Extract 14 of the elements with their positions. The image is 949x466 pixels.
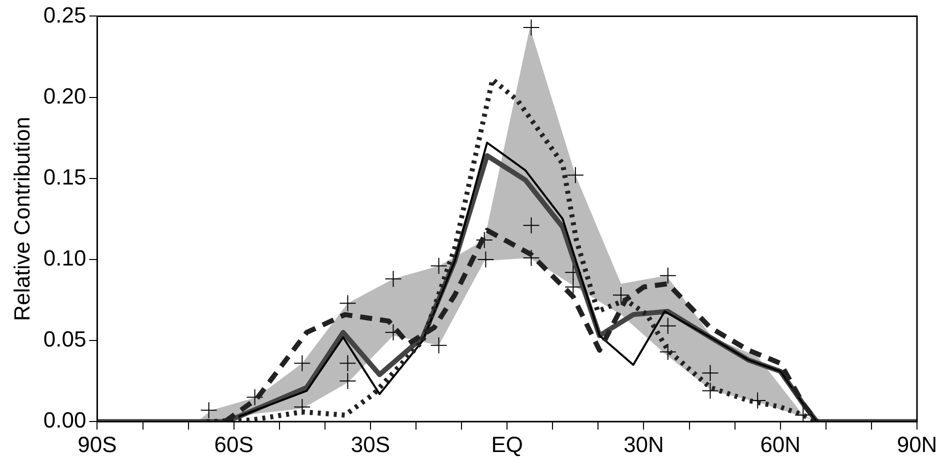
x-tick-label: EQ [491,432,524,457]
y-axis-title: Relative Contribution [9,116,34,322]
y-tick-label: 0.05 [43,326,86,352]
y-tick-label: 0.20 [43,83,86,108]
y-tick-label: 0.15 [43,164,86,190]
y-tick-label: 0.25 [43,2,86,28]
x-tick-label: 30N [624,432,664,457]
x-tick-label: 60S [214,432,254,457]
y-tick-label: 0.00 [43,408,86,433]
x-tick-label: 90N [896,432,938,457]
x-tick-label: 90S [78,432,117,457]
x-tick-label: 30S [350,432,390,457]
x-tick-label: 60N [760,432,801,457]
y-tick-label: 0.10 [43,246,86,271]
